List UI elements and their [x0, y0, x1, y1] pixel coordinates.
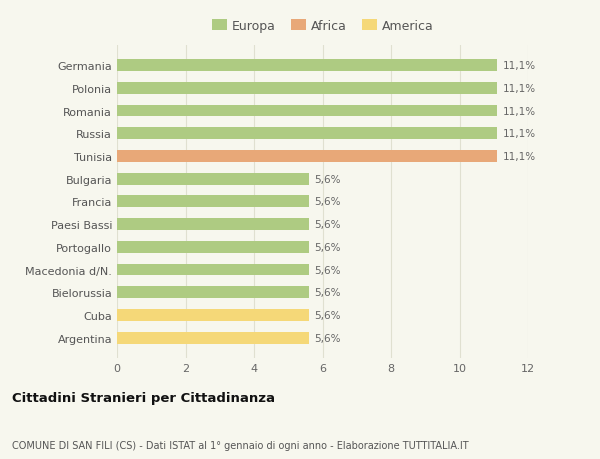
Bar — [117, 241, 309, 253]
Text: 5,6%: 5,6% — [314, 242, 340, 252]
Bar — [117, 60, 497, 72]
Text: 11,1%: 11,1% — [502, 61, 535, 71]
Text: 5,6%: 5,6% — [314, 174, 340, 184]
Text: 11,1%: 11,1% — [502, 129, 535, 139]
Bar — [117, 309, 309, 321]
Bar — [117, 219, 309, 230]
Text: 5,6%: 5,6% — [314, 220, 340, 230]
Bar — [117, 174, 309, 185]
Text: 11,1%: 11,1% — [502, 151, 535, 162]
Text: 5,6%: 5,6% — [314, 265, 340, 275]
Legend: Europa, Africa, America: Europa, Africa, America — [207, 15, 438, 38]
Bar — [117, 332, 309, 344]
Bar — [117, 128, 497, 140]
Bar — [117, 151, 497, 162]
Text: 5,6%: 5,6% — [314, 288, 340, 297]
Bar — [117, 106, 497, 117]
Text: Cittadini Stranieri per Cittadinanza: Cittadini Stranieri per Cittadinanza — [12, 391, 275, 404]
Text: 5,6%: 5,6% — [314, 333, 340, 343]
Text: 11,1%: 11,1% — [502, 106, 535, 116]
Bar — [117, 287, 309, 298]
Text: COMUNE DI SAN FILI (CS) - Dati ISTAT al 1° gennaio di ogni anno - Elaborazione T: COMUNE DI SAN FILI (CS) - Dati ISTAT al … — [12, 440, 469, 450]
Bar — [117, 264, 309, 276]
Text: 5,6%: 5,6% — [314, 310, 340, 320]
Text: 11,1%: 11,1% — [502, 84, 535, 94]
Text: 5,6%: 5,6% — [314, 197, 340, 207]
Bar — [117, 83, 497, 95]
Bar — [117, 196, 309, 208]
